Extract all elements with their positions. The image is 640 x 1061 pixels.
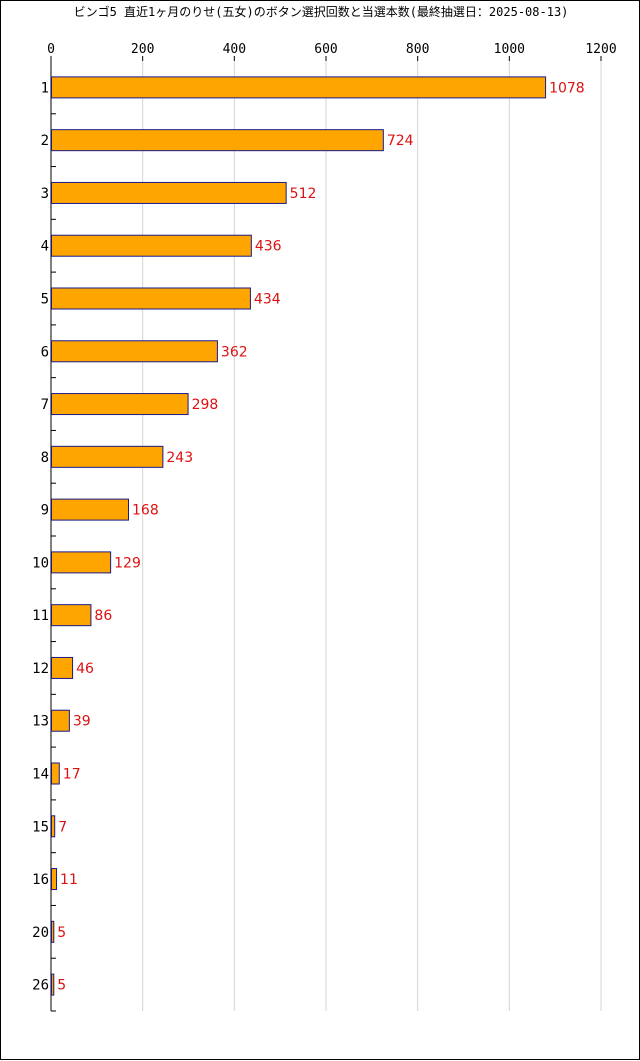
category-label: 10 (32, 555, 49, 571)
x-tick-label: 200 (131, 42, 154, 57)
category-label: 1 (41, 80, 49, 96)
bar (51, 973, 55, 996)
value-label: 86 (94, 608, 112, 624)
bar (51, 181, 287, 204)
bar (51, 604, 92, 627)
x-tick-label: 800 (406, 42, 429, 57)
value-label: 7 (58, 819, 67, 835)
category-label: 16 (32, 872, 49, 888)
category-label: 14 (32, 767, 49, 783)
bar (51, 762, 60, 785)
x-tick-label: 400 (223, 42, 246, 57)
bar (51, 129, 384, 152)
value-label: 512 (290, 186, 317, 202)
category-label: 4 (41, 239, 49, 255)
value-label: 129 (114, 555, 141, 571)
bar (51, 815, 56, 838)
value-label: 362 (221, 344, 248, 360)
category-label: 8 (41, 450, 49, 466)
bar (51, 445, 164, 468)
value-label: 1078 (549, 80, 585, 96)
value-label: 436 (255, 239, 282, 255)
bar (51, 234, 252, 257)
value-label: 434 (254, 292, 281, 308)
value-label: 5 (57, 925, 66, 941)
bar (51, 340, 218, 363)
category-label: 6 (41, 344, 49, 360)
value-label: 298 (192, 397, 219, 413)
bar (51, 551, 112, 574)
bar (51, 393, 189, 416)
x-tick-label: 1000 (494, 42, 525, 57)
bar (51, 76, 547, 99)
bar (51, 656, 74, 679)
bar (51, 920, 55, 943)
value-label: 243 (166, 450, 193, 466)
bar (51, 868, 58, 891)
x-tick-label: 1200 (585, 42, 616, 57)
category-label: 7 (41, 397, 49, 413)
value-label: 724 (387, 133, 414, 149)
value-label: 11 (60, 872, 78, 888)
bar (51, 709, 70, 732)
value-label: 168 (132, 503, 159, 519)
bar (51, 287, 251, 310)
chart-title: ビンゴ5 直近1ヶ月のりせ(五女)のボタン選択回数と当選本数(最終抽選日：202… (73, 5, 569, 19)
category-label: 26 (32, 978, 49, 994)
category-label: 15 (32, 819, 49, 835)
bar (51, 498, 129, 521)
category-label: 13 (32, 714, 49, 730)
category-label: 12 (32, 661, 49, 677)
category-label: 2 (41, 133, 49, 149)
category-label: 20 (32, 925, 49, 941)
category-label: 5 (41, 292, 49, 308)
value-label: 39 (73, 714, 91, 730)
x-tick-label: 600 (314, 42, 337, 57)
value-label: 5 (57, 978, 66, 994)
category-label: 11 (32, 608, 49, 624)
value-label: 46 (76, 661, 94, 677)
value-label: 17 (63, 767, 81, 783)
category-label: 3 (41, 186, 49, 202)
category-label: 9 (41, 503, 49, 519)
x-tick-label: 0 (47, 42, 55, 57)
